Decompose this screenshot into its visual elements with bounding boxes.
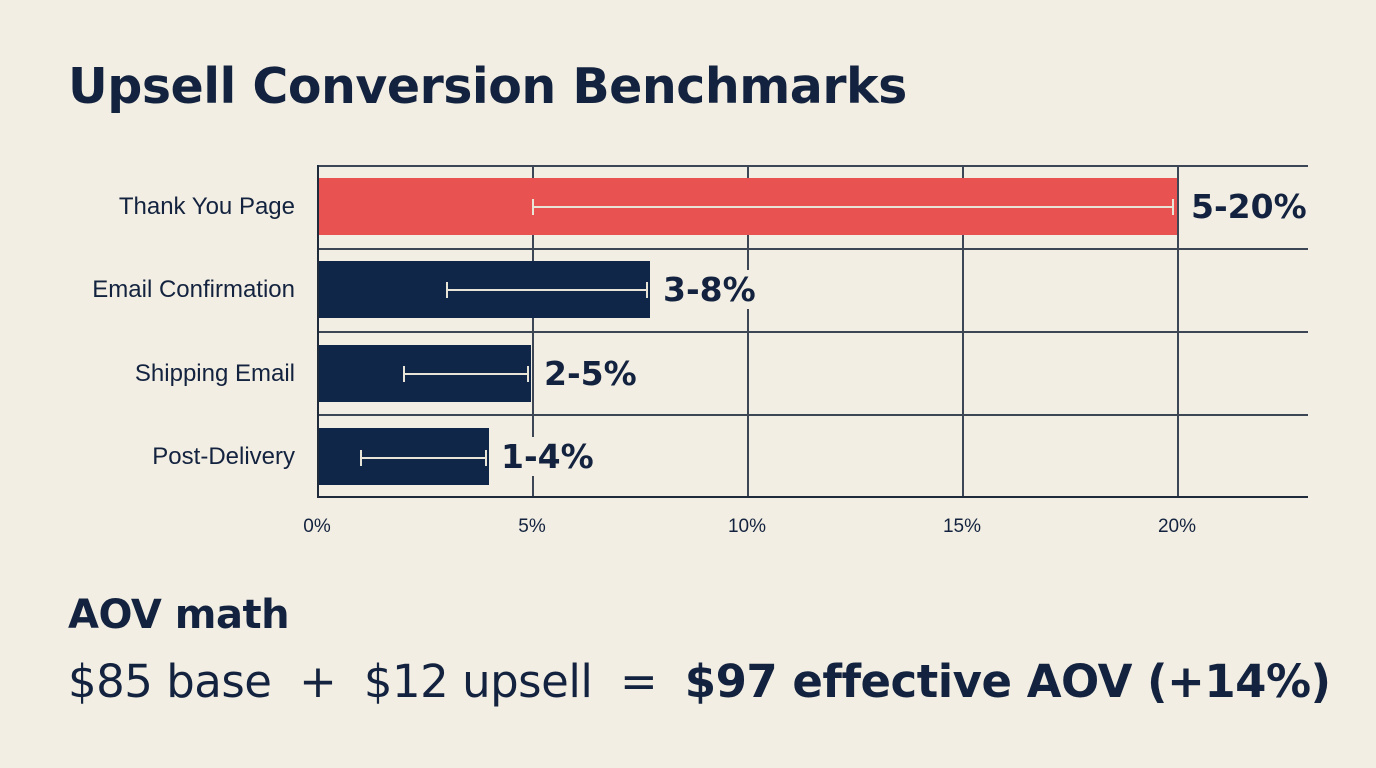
gridline-horizontal: [317, 331, 1308, 333]
y-axis: [317, 165, 319, 498]
aov-equation: $85 base + $12 upsell = $97 effective AO…: [68, 655, 1331, 708]
error-bar: [404, 373, 528, 375]
category-label: Post-Delivery: [152, 443, 295, 470]
plot-area: 5-20% 3-8% 2-5% 1-4%: [317, 165, 1313, 498]
gridline-horizontal: [317, 165, 1308, 167]
aov-upsell: $12 upsell: [363, 655, 593, 708]
error-bar-cap: [532, 199, 534, 215]
category-label: Thank You Page: [118, 193, 295, 220]
aov-result: $97 effective AOV (+14%): [684, 655, 1331, 708]
gridline-vertical: [532, 165, 534, 498]
error-bar-cap: [646, 282, 648, 298]
x-tick-label: 20%: [1157, 516, 1197, 537]
value-label: 1-4%: [495, 437, 600, 476]
error-bar-cap: [1172, 199, 1174, 215]
x-axis: [317, 496, 1308, 498]
bar-post-delivery: [317, 428, 489, 485]
error-bar-cap: [403, 366, 405, 382]
error-bar-cap: [485, 450, 487, 466]
x-tick-label: 10%: [727, 516, 767, 537]
category-label: Shipping Email: [134, 360, 295, 387]
gridline-vertical: [747, 165, 749, 498]
error-bar: [533, 206, 1173, 208]
aov-equals: =: [619, 655, 658, 708]
aov-plus: +: [299, 655, 337, 708]
x-tick-label: 0%: [303, 516, 331, 537]
x-tick-label: 5%: [518, 516, 546, 537]
value-label: 5-20%: [1185, 187, 1313, 226]
gridline-vertical: [962, 165, 964, 498]
gridline-vertical: [1177, 165, 1179, 498]
gridline-horizontal: [317, 414, 1308, 416]
error-bar-cap: [446, 282, 448, 298]
x-tick-label: 15%: [942, 516, 982, 537]
value-label: 3-8%: [657, 270, 762, 309]
aov-heading: AOV math: [68, 592, 290, 638]
error-bar-cap: [527, 366, 529, 382]
value-label: 2-5%: [538, 354, 643, 393]
aov-base: $85 base: [68, 655, 272, 708]
error-bar: [447, 289, 647, 291]
chart-title: Upsell Conversion Benchmarks: [68, 58, 907, 115]
error-bar-cap: [360, 450, 362, 466]
category-label: Email Confirmation: [92, 276, 295, 303]
error-bar: [361, 457, 486, 459]
gridline-horizontal: [317, 248, 1308, 250]
